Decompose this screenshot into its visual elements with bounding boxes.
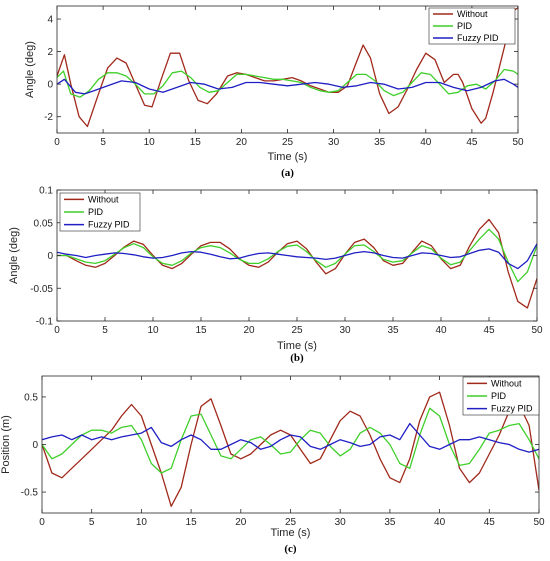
y-axis-label: Angle (deg)	[24, 41, 36, 98]
x-tick-label: 15	[190, 137, 202, 148]
y-tick-label: 0	[47, 80, 53, 91]
series-group	[42, 391, 539, 507]
y-tick-label: -0.5	[21, 488, 39, 499]
x-tick-label: 0	[54, 325, 60, 336]
y-tick-label: -0.05	[30, 284, 53, 295]
series-line-pid	[42, 407, 539, 474]
y-tick-label: 0	[32, 440, 38, 451]
panel-label: (b)	[290, 352, 304, 364]
x-tick-label: 35	[387, 325, 399, 336]
x-tick-label: 0	[54, 137, 60, 148]
legend-label-pid: PID	[88, 207, 104, 217]
legend: Without PID Fuzzy PID	[59, 192, 141, 232]
legend-label-without: Without	[88, 194, 119, 204]
legend-label-fuzzy: Fuzzy PID	[457, 33, 499, 43]
x-tick-label: 25	[282, 137, 294, 148]
x-tick-label: 25	[285, 517, 297, 528]
x-tick-label: 45	[483, 325, 495, 336]
x-tick-label: 20	[235, 517, 247, 528]
series-group	[57, 7, 518, 128]
x-tick-label: 35	[384, 517, 396, 528]
x-tick-label: 5	[89, 517, 95, 528]
x-tick-label: 0	[39, 517, 45, 528]
legend-label-fuzzy: Fuzzy PID	[88, 220, 130, 230]
x-tick-label: 45	[484, 517, 496, 528]
y-tick-label: -0.1	[36, 317, 54, 328]
x-tick-label: 20	[243, 325, 255, 336]
y-tick-label: 0.5	[24, 392, 38, 403]
panel-label: (c)	[284, 543, 297, 555]
x-tick-label: 40	[435, 325, 447, 336]
x-tick-label: 30	[328, 137, 340, 148]
x-tick-label: 30	[335, 517, 347, 528]
x-tick-label: 10	[147, 325, 159, 336]
x-tick-label: 50	[531, 325, 543, 336]
x-tick-label: 15	[195, 325, 207, 336]
chart-panel-2: 0 5 10 15 20 25 30 35 40 45 50 -0.1 -0.05 0 0.05 0.1 Tim…	[8, 186, 543, 365]
x-tick-label: 25	[291, 325, 303, 336]
legend-label-pid: PID	[457, 21, 473, 31]
x-axis-label: Time (s)	[268, 151, 308, 163]
x-tick-label: 10	[144, 137, 156, 148]
chart-panel-1: 0 5 10 15 20 25 30 35 40 45 50 -2 0 2 4 Time (s) Angle (…	[24, 5, 524, 179]
legend: Without PID Fuzzy PID	[428, 7, 516, 45]
x-tick-label: 5	[102, 325, 108, 336]
series-line-without	[57, 218, 537, 309]
x-tick-label: 15	[186, 517, 198, 528]
x-tick-label: 5	[100, 137, 106, 148]
y-tick-label: -2	[44, 112, 53, 123]
x-axis-label: Time (s)	[277, 340, 317, 352]
x-tick-label: 50	[533, 517, 545, 528]
x-tick-label: 45	[466, 137, 478, 148]
panel-label: (a)	[281, 167, 294, 179]
series-group	[57, 218, 537, 309]
legend: Without PID Fuzzy PID	[462, 376, 540, 416]
plot-area	[42, 376, 539, 513]
y-tick-label: 0.1	[39, 186, 53, 197]
series-line-pid	[57, 228, 537, 283]
y-tick-label: 4	[47, 15, 53, 26]
x-axis-label: Time (s)	[271, 527, 311, 539]
x-tick-label: 40	[434, 517, 446, 528]
y-tick-label: 2	[47, 47, 53, 58]
legend-label-pid: PID	[491, 391, 507, 401]
legend-label-without: Without	[491, 378, 522, 388]
series-line-fuzzy	[57, 78, 518, 95]
x-tick-label: 35	[374, 137, 386, 148]
series-line-pid	[57, 68, 518, 98]
x-tick-label: 20	[236, 137, 248, 148]
y-tick-label: 0.05	[34, 218, 54, 229]
x-tick-label: 40	[420, 137, 432, 148]
legend-label-fuzzy: Fuzzy PID	[491, 404, 533, 414]
x-tick-label: 50	[512, 137, 524, 148]
y-tick-label: 0	[47, 251, 53, 262]
chart-panel-3: 0 5 10 15 20 25 30 35 40 45 50 -0.5 0 0.5 Time (s) Posi…	[0, 375, 545, 555]
legend-label-without: Without	[457, 9, 488, 19]
y-axis-label: Position (m)	[0, 415, 12, 474]
series-line-fuzzy	[42, 422, 539, 453]
x-tick-label: 10	[136, 517, 148, 528]
series-line-fuzzy	[57, 243, 537, 270]
y-axis-label: Angle (deg)	[8, 227, 20, 284]
x-tick-label: 30	[339, 325, 351, 336]
